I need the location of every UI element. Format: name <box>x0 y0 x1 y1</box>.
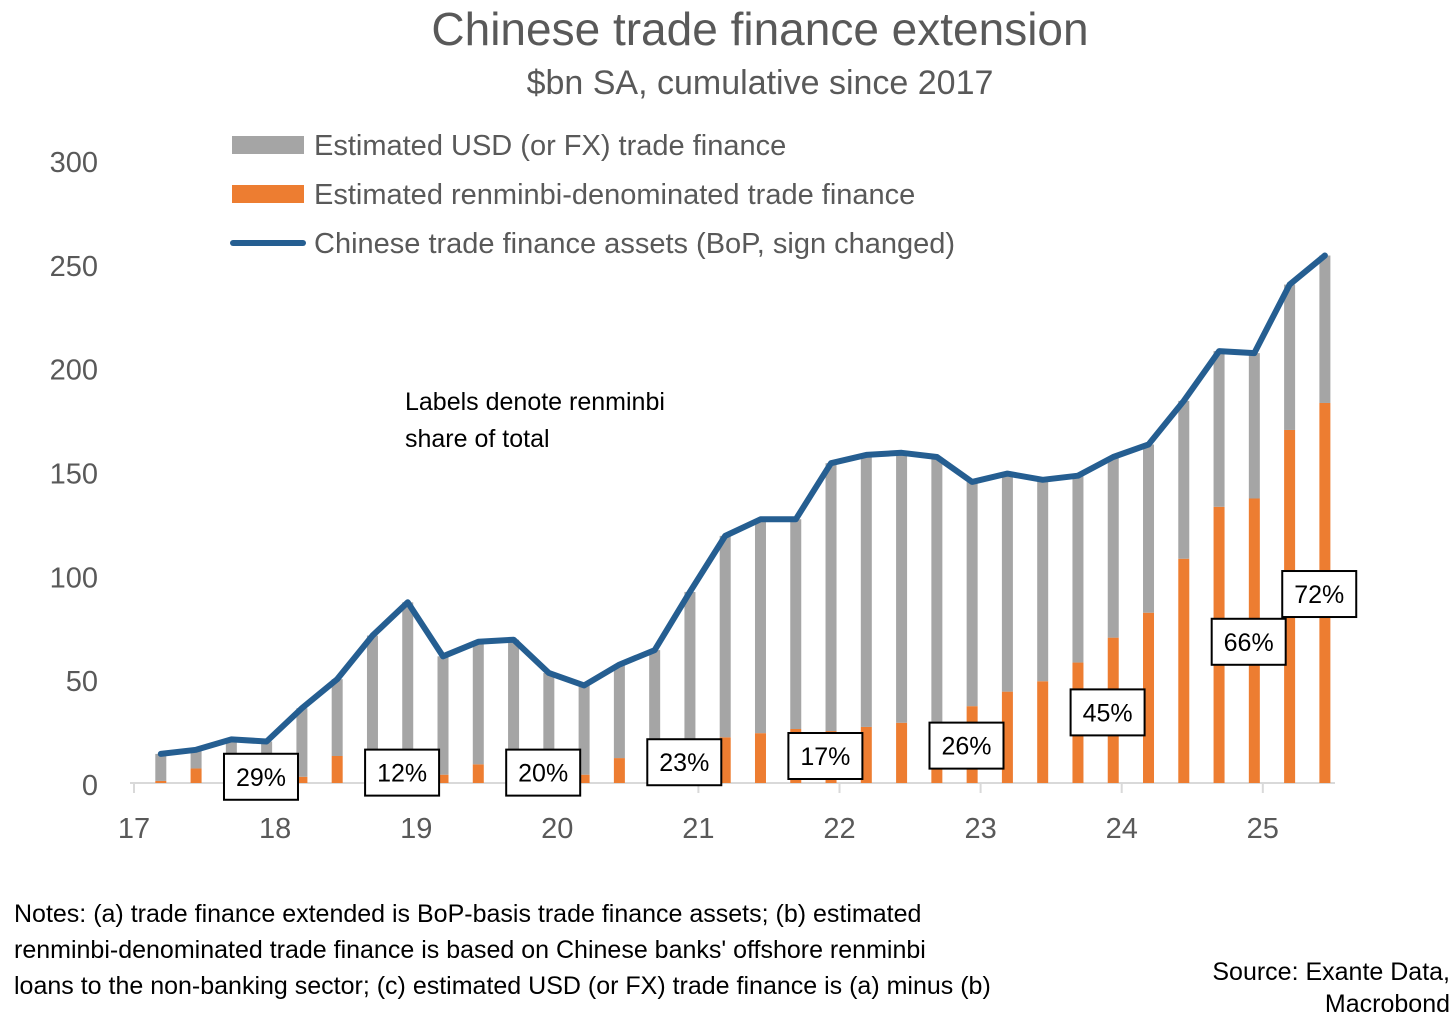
share-label: 66% <box>1224 629 1274 657</box>
share-label: 72% <box>1294 581 1344 609</box>
x-tick-label: 21 <box>682 813 714 845</box>
x-tick-label: 22 <box>823 813 855 845</box>
bar-usd <box>1072 475 1084 663</box>
bar-usd <box>825 463 837 732</box>
share-label: 17% <box>800 743 850 771</box>
share-label: 26% <box>941 733 991 761</box>
x-tick-label: 18 <box>259 813 291 845</box>
chart-source: Source: Exante Data, Macrobond <box>1212 958 1450 1018</box>
chart-plot: 0 50 100 150 200 250 300 17 18 19 20 21 22 23 24 25 Esti… <box>50 130 1358 845</box>
share-label-box <box>1281 570 1358 619</box>
y-tick-label: 200 <box>50 355 98 387</box>
bar-renminbi <box>578 774 590 783</box>
x-tick-label: 24 <box>1106 813 1138 845</box>
share-label-box <box>1210 617 1287 666</box>
y-tick-label: 300 <box>50 147 98 179</box>
chart-subtitle: $bn SA, cumulative since 2017 <box>526 64 994 102</box>
y-tick-label: 100 <box>50 562 98 594</box>
x-tick-label: 19 <box>400 813 432 845</box>
x-tick-label: 17 <box>118 813 150 845</box>
y-tick-label: 150 <box>50 459 98 491</box>
bar-renminbi <box>190 768 202 783</box>
bar-renminbi <box>896 722 908 783</box>
bar-usd <box>155 753 167 781</box>
bar-usd <box>1001 473 1013 692</box>
bar-usd <box>331 679 343 757</box>
bar-usd <box>613 664 625 759</box>
y-tick-label: 50 <box>66 666 98 698</box>
share-label: 29% <box>236 764 286 792</box>
legend-swatch <box>232 136 304 154</box>
bar-renminbi <box>155 780 167 783</box>
annotation-text: share of total <box>405 425 550 453</box>
bar-renminbi <box>1037 681 1049 783</box>
bar-usd <box>1143 444 1155 613</box>
share-label: 23% <box>659 749 709 777</box>
share-label-box <box>505 748 582 797</box>
bar-renminbi <box>331 756 343 783</box>
share-label-box <box>928 721 1005 770</box>
bar-renminbi <box>1001 691 1013 783</box>
bar-usd <box>931 456 943 723</box>
bar-usd <box>719 535 731 738</box>
share-label-box <box>222 752 299 801</box>
annotation-text: Labels denote renminbi <box>405 388 665 416</box>
share-label: 20% <box>518 760 568 788</box>
bar-usd <box>649 650 661 742</box>
bar-usd <box>296 708 308 777</box>
bar-usd <box>402 602 414 757</box>
share-label-box <box>787 732 864 781</box>
chart-title: Chinese trade finance extension <box>431 3 1089 55</box>
bar-usd <box>1178 400 1190 559</box>
share-label-box <box>646 738 723 787</box>
x-tick-label: 25 <box>1247 813 1279 845</box>
bar-usd <box>366 635 378 767</box>
bar-usd <box>1037 479 1049 682</box>
bar-renminbi <box>472 764 484 783</box>
bar-usd <box>508 639 520 773</box>
x-tick-label: 20 <box>541 813 573 845</box>
legend-label: Estimated USD (or FX) trade finance <box>314 130 786 162</box>
y-tick-label: 0 <box>82 770 98 802</box>
y-tick-label: 250 <box>50 251 98 283</box>
legend-label: Estimated renminbi-denominated trade fin… <box>314 179 915 211</box>
bar-usd <box>578 685 590 775</box>
bar-usd <box>754 519 766 734</box>
bar-renminbi <box>860 726 872 783</box>
bar-usd <box>1319 255 1331 403</box>
bar-usd <box>790 519 802 730</box>
bar-usd <box>860 454 872 727</box>
share-label-box <box>1069 688 1146 737</box>
legend-label: Chinese trade finance assets (BoP, sign … <box>314 228 955 260</box>
bar-renminbi <box>1143 612 1155 783</box>
x-tick-label: 23 <box>964 813 996 845</box>
share-label-box <box>364 748 441 797</box>
bar-usd <box>1284 284 1296 430</box>
bar-renminbi <box>613 758 625 783</box>
bar-usd <box>896 452 908 723</box>
bar-usd <box>190 749 202 769</box>
bar-renminbi <box>296 776 308 783</box>
bar-usd <box>1107 456 1119 638</box>
chart-notes: Notes: (a) trade finance extended is BoP… <box>14 900 991 1000</box>
bar-usd <box>472 641 484 765</box>
bar-renminbi <box>437 774 449 783</box>
bar-renminbi <box>754 733 766 783</box>
line-trade-finance-assets <box>157 252 1328 757</box>
bar-usd <box>966 481 978 707</box>
bar-usd <box>543 672 555 779</box>
bar-renminbi <box>1178 558 1190 783</box>
share-label: 45% <box>1083 699 1133 727</box>
bar-usd <box>1213 351 1225 507</box>
share-label: 12% <box>377 760 427 788</box>
bar-usd <box>684 591 696 740</box>
bar-usd <box>437 656 449 775</box>
bar-usd <box>1248 353 1260 499</box>
legend-swatch <box>232 185 304 203</box>
bar-renminbi <box>719 737 731 783</box>
